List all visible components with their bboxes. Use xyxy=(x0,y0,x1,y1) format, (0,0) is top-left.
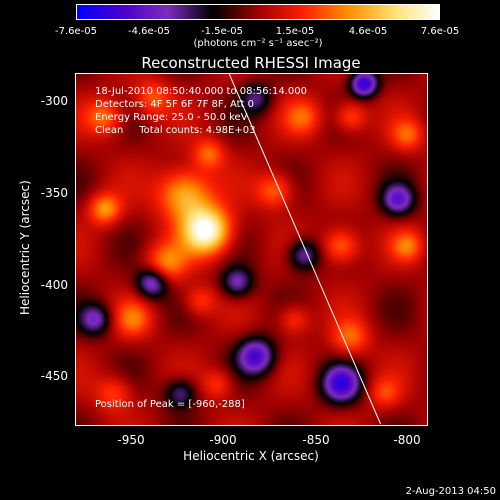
y-tick-label: -300 xyxy=(40,94,68,108)
plot-area xyxy=(75,73,428,426)
y-tick-label: -350 xyxy=(40,186,68,200)
footer-date: 2-Aug-2013 04:50 xyxy=(405,486,496,497)
x-tick-label: -900 xyxy=(209,433,237,447)
time-range-text: 18-Jul-2010 08:50:40.000 to 08:56:14.000 xyxy=(95,86,307,97)
x-tick-label: -850 xyxy=(302,433,330,447)
colorbar-tick-label: 4.6e-05 xyxy=(348,26,388,37)
detectors-text: Detectors: 4F 5F 6F 7F 8F, Att 0 xyxy=(95,99,255,110)
limb-line xyxy=(228,74,382,425)
energy-range-text: Energy Range: 25.0 - 50.0 keV xyxy=(95,112,248,123)
colorbar-tick-label: 1.5e-05 xyxy=(275,26,315,37)
colorbar-tick-label: -7.6e-05 xyxy=(55,26,97,37)
chart-title: Reconstructed RHESSI Image xyxy=(141,54,361,72)
peak-position-text: Position of Peak = [-960,-288] xyxy=(95,399,245,410)
clean-counts-text: Clean Total counts: 4.98E+03 xyxy=(95,125,256,136)
colorbar-tick-label: 7.6e-05 xyxy=(420,26,460,37)
colorbar-tick-label: -4.6e-05 xyxy=(128,26,170,37)
y-tick-label: -400 xyxy=(40,278,68,292)
y-axis-label: Heliocentric Y (arcsec) xyxy=(18,180,32,315)
colorbar xyxy=(76,4,440,20)
x-axis-label: Heliocentric X (arcsec) xyxy=(183,449,319,463)
limb-overlay xyxy=(228,74,382,425)
heatmap-image xyxy=(76,74,427,425)
x-tick-label: -800 xyxy=(393,433,421,447)
x-tick-label: -950 xyxy=(117,433,145,447)
y-tick-label: -450 xyxy=(40,369,68,383)
colorbar-unit-label: (photons cm⁻² s⁻¹ asec⁻²) xyxy=(193,38,323,49)
colorbar-tick-label: -1.5e-05 xyxy=(201,26,243,37)
